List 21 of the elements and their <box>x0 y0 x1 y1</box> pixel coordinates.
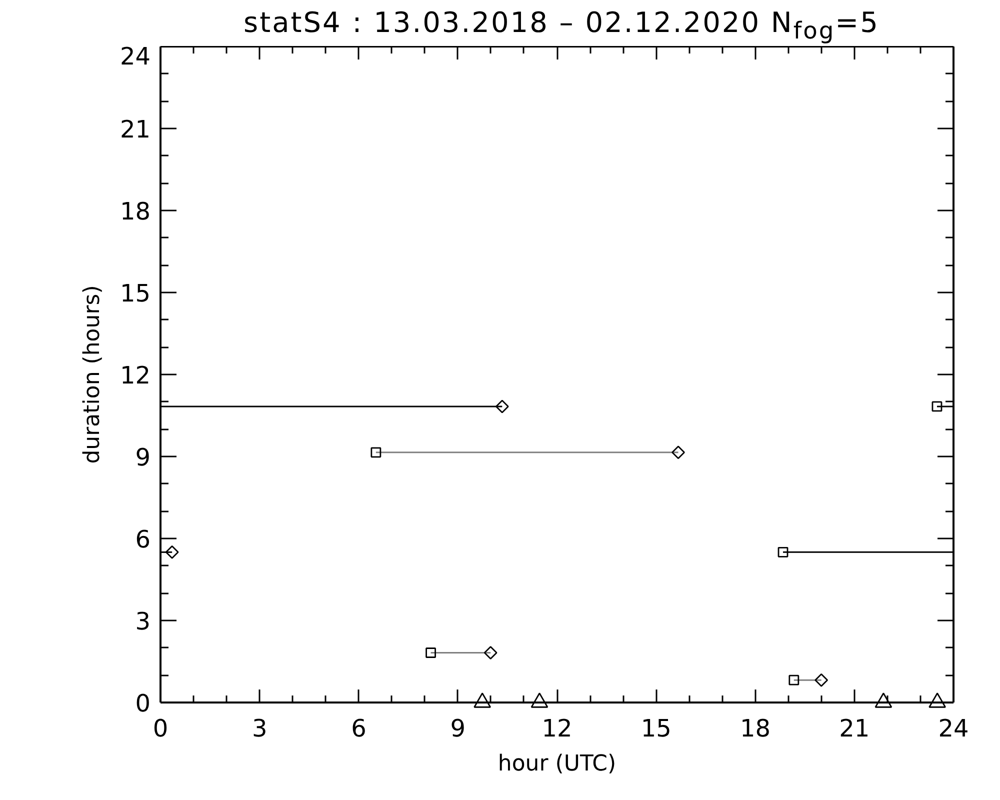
y-tick-label: 0 <box>135 690 151 718</box>
y-tick-label: 21 <box>120 116 151 144</box>
y-tick-label: 24 <box>120 42 151 70</box>
x-tick-label: 3 <box>252 714 268 742</box>
x-tick-label: 6 <box>351 714 366 742</box>
y-tick-label: 12 <box>120 362 151 390</box>
y-tick-label: 6 <box>135 526 151 554</box>
y-tick-label: 9 <box>135 444 151 472</box>
y-tick-label: 18 <box>120 198 151 226</box>
y-tick-label: 3 <box>135 608 151 636</box>
x-tick-label: 24 <box>938 714 969 742</box>
y-tick-label: 15 <box>120 280 151 308</box>
x-tick-label: 0 <box>152 714 168 742</box>
x-tick-label: 21 <box>839 714 870 742</box>
x-tick-label: 12 <box>542 714 572 742</box>
chart-title: statS4 : 13.03.2018 – 02.12.2020 N$_{fog}$=5 <box>242 5 880 47</box>
x-axis-title: hour (UTC) <box>498 752 616 776</box>
x-tick-label: 15 <box>640 714 672 742</box>
y-axis-title: duration (hours) <box>80 285 105 464</box>
x-tick-label: 9 <box>450 714 466 742</box>
x-tick-label: 18 <box>740 714 771 742</box>
